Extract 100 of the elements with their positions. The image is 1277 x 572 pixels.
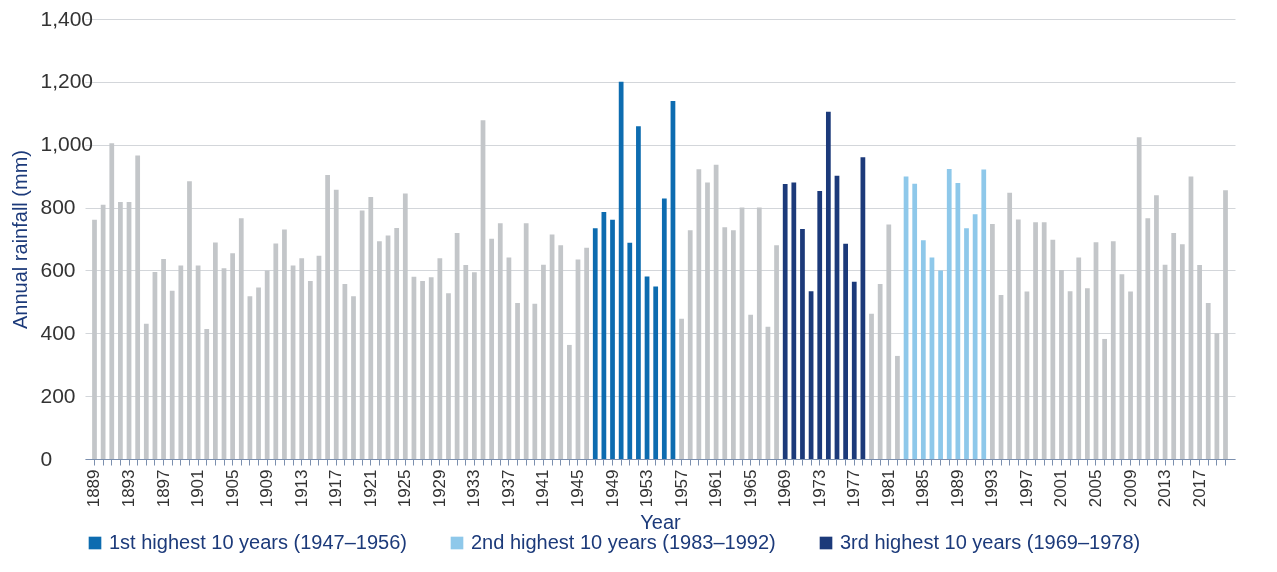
bar	[696, 169, 702, 459]
bar	[541, 264, 546, 459]
x-tick-label: 2005	[1086, 469, 1105, 508]
bar	[1102, 338, 1108, 459]
bar	[1059, 270, 1064, 459]
x-tick-label: 1901	[188, 469, 208, 508]
x-tick-label: 1993	[982, 469, 1002, 508]
bar	[377, 241, 382, 459]
bar	[420, 281, 425, 459]
bar	[161, 259, 166, 459]
y-tick-label: 600	[40, 257, 76, 281]
bar	[782, 184, 788, 459]
x-tick-label: 1989	[947, 469, 967, 508]
x-tick-label: 1933	[464, 469, 484, 508]
bar	[187, 181, 192, 459]
bar	[497, 223, 503, 459]
bar	[566, 344, 572, 459]
x-tick-label: 1981	[878, 469, 898, 508]
x-tick-label: 1917	[326, 469, 346, 508]
bar	[333, 189, 339, 459]
bar	[118, 201, 123, 459]
y-axis-title: Annual rainfall (mm)	[8, 150, 31, 329]
bar	[1171, 233, 1177, 459]
bar	[1007, 192, 1013, 459]
x-axis-title: Year	[640, 511, 682, 534]
bar	[618, 81, 624, 459]
bar	[515, 303, 520, 459]
bar	[877, 283, 883, 459]
bar	[428, 277, 434, 459]
bar	[282, 229, 287, 459]
bar	[886, 224, 892, 459]
bar	[895, 355, 900, 459]
bar	[990, 223, 995, 459]
bar	[627, 242, 633, 459]
bar	[920, 240, 926, 459]
x-tick-label: 1909	[257, 469, 277, 508]
bar	[1205, 303, 1211, 459]
bar	[264, 270, 270, 459]
bar	[1223, 190, 1228, 459]
x-tick-label: 1985	[913, 469, 933, 508]
bar	[592, 228, 598, 459]
x-tick-label: 2013	[1155, 469, 1175, 508]
x-tick-label: 1937	[498, 469, 518, 508]
legend-label: 3rd highest 10 years (1969–1978)	[840, 531, 1141, 553]
x-tick-label: 1925	[395, 469, 415, 508]
x-tick-label: 1965	[740, 469, 760, 508]
bar	[1197, 265, 1202, 459]
bar	[610, 219, 615, 459]
bar	[463, 265, 469, 459]
bar	[169, 290, 175, 459]
bar	[1136, 137, 1142, 459]
bar	[1128, 291, 1133, 459]
bar	[92, 219, 97, 459]
bar	[1110, 241, 1116, 459]
bar	[731, 230, 736, 459]
bar	[230, 253, 236, 459]
bar	[368, 196, 374, 459]
bar	[1076, 257, 1082, 459]
bar	[1015, 219, 1021, 459]
bar	[178, 265, 184, 459]
x-tick-label: 1997	[1016, 469, 1036, 508]
bar	[299, 258, 305, 459]
x-tick-label: 1941	[533, 469, 553, 508]
bar	[359, 210, 365, 459]
bar	[1033, 222, 1038, 459]
x-tick-label: 1905	[222, 469, 242, 508]
bar	[402, 193, 408, 459]
bar	[825, 111, 831, 459]
bar	[1050, 239, 1056, 459]
bar	[109, 143, 115, 459]
bar	[636, 126, 641, 459]
legend-label: 2nd highest 10 years (1983–1992)	[471, 531, 776, 553]
x-tick-label: 2001	[1051, 469, 1071, 508]
bar	[1084, 288, 1090, 459]
x-tick-label: 1973	[809, 469, 829, 508]
bar	[722, 227, 728, 459]
bar	[256, 287, 261, 459]
bar	[1041, 222, 1047, 459]
x-tick-label: 1977	[844, 469, 864, 508]
bar	[523, 223, 529, 459]
y-tick-label: 1,200	[40, 69, 94, 93]
bar	[748, 314, 754, 459]
bar	[938, 270, 943, 459]
x-tick-label: 1961	[706, 469, 726, 508]
bar	[446, 293, 451, 459]
y-tick-label: 200	[40, 383, 76, 407]
bar	[1214, 333, 1220, 459]
y-tick-label: 0	[40, 446, 53, 470]
bar	[342, 283, 348, 459]
bar	[273, 243, 279, 459]
bar	[307, 281, 313, 459]
bar	[687, 230, 693, 459]
y-tick-label: 400	[40, 320, 76, 344]
bar	[912, 183, 918, 459]
bar	[946, 168, 952, 459]
x-tick-label: 1949	[602, 469, 622, 508]
bar	[791, 182, 797, 459]
bar	[584, 247, 589, 459]
bar	[817, 190, 823, 459]
x-tick-label: 1929	[429, 469, 449, 508]
